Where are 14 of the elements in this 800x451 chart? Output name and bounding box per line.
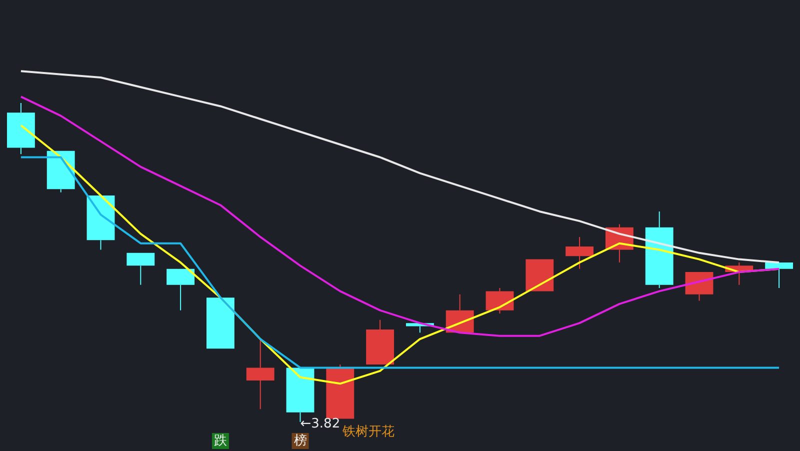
candlestick bbox=[6, 102, 35, 155]
candlestick bbox=[645, 210, 674, 289]
candlestick bbox=[486, 288, 514, 314]
candlestick bbox=[366, 319, 394, 365]
candlestick bbox=[246, 338, 274, 410]
candlestick bbox=[166, 268, 195, 311]
candlestick bbox=[765, 262, 794, 289]
text: 铁树开花 bbox=[341, 424, 394, 440]
annotation: ←3.82 bbox=[300, 416, 340, 432]
text: 榜 bbox=[294, 433, 307, 448]
candlestick bbox=[126, 252, 155, 286]
text: 跌 bbox=[214, 433, 227, 448]
candlestick bbox=[685, 272, 714, 302]
candlestick bbox=[566, 236, 594, 270]
